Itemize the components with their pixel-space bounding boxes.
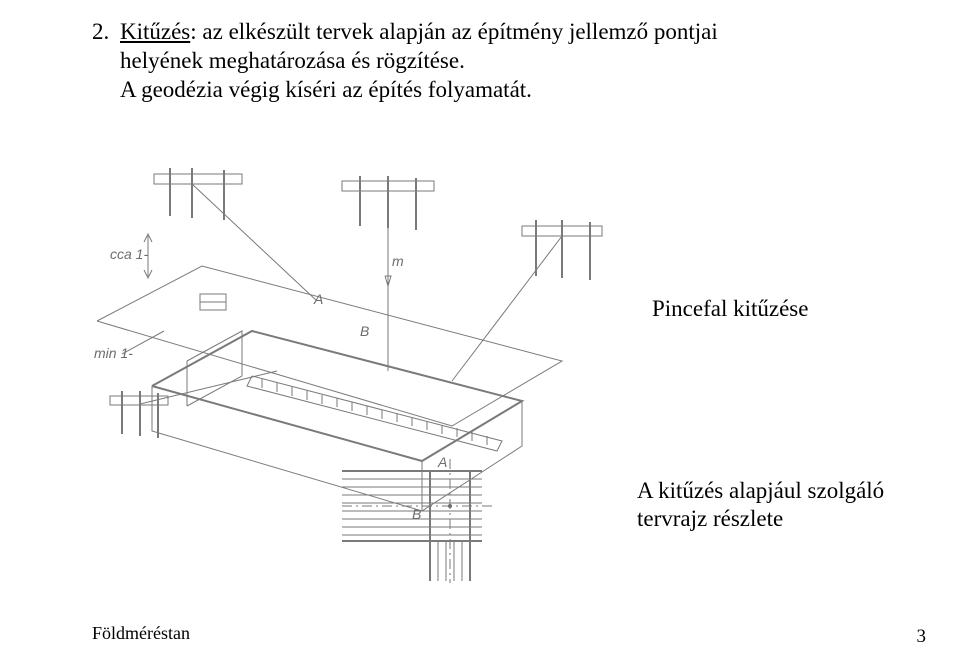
page-root: 2.Kitűzés: az elkészült tervek alapján a… [0,0,960,660]
label-cca1: cca 1- [110,246,148,262]
term-underlined: Kitűzés [120,19,190,44]
para-line-2: helyének meghatározása és rögzítése. [92,47,900,76]
para-line-3: A geodézia végig kíséri az építés folyam… [92,76,900,105]
plan-label-B: B [412,506,421,522]
figure-area: cca 1- min 1- m A B [92,126,900,586]
body-paragraph: 2.Kitűzés: az elkészült tervek alapján a… [92,18,900,104]
figure-caption-1: Pincefal kitűzése [652,296,808,322]
label-m: m [392,253,404,269]
figure-caption-2-line1: A kitűzés alapjául szolgáló [637,478,884,504]
figure-caption-2-line2: tervrajz részlete [637,506,783,532]
label-min1: min 1- [94,345,133,361]
plan-label-A: A [437,454,447,470]
label-B: B [360,323,369,339]
list-number: 2. [92,18,120,47]
label-A: A [313,291,323,307]
page-number: 3 [917,626,927,648]
para-after-term: : az elkészült tervek alapján az építmén… [190,19,718,44]
footer-left: Földméréstan [92,623,190,644]
isometric-drawing: cca 1- min 1- m A B [92,126,612,586]
